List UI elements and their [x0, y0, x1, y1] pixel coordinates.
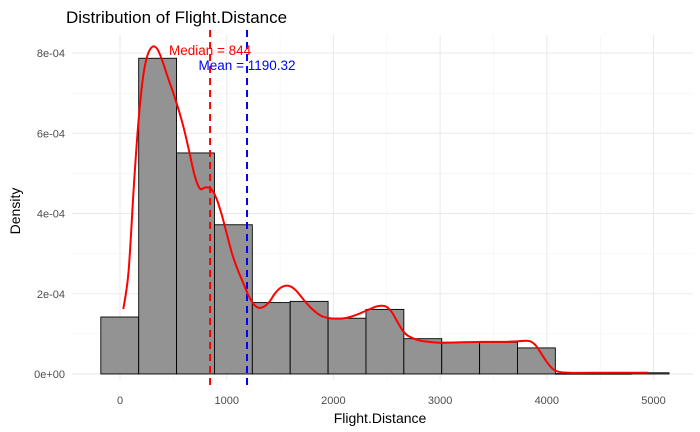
histogram-bar: [327, 317, 367, 375]
x-tick-label: 1000: [214, 395, 238, 407]
y-tick-label: 0e+00: [34, 369, 65, 381]
histogram-bar: [517, 347, 556, 375]
histogram-bar: [176, 152, 215, 375]
histogram-bar: [213, 224, 253, 375]
mean-annotation: Mean = 1190.32: [199, 58, 296, 73]
density-curve-line: [122, 45, 649, 374]
x-tick-label: 3000: [428, 395, 452, 407]
density-curve: [122, 45, 649, 374]
histogram-bars: [100, 57, 670, 375]
x-tick-label: 4000: [535, 395, 559, 407]
histogram-bar: [251, 302, 291, 375]
y-axis-title: Density: [7, 188, 23, 235]
y-tick-label: 8e-04: [37, 48, 65, 60]
y-tick-label: 2e-04: [37, 289, 65, 301]
chart-title: Distribution of Flight.Distance: [66, 8, 287, 27]
y-axis-ticks: 0e+00 2e-04 4e-04 6e-04 8e-04: [34, 48, 65, 381]
x-tick-label: 5000: [641, 395, 665, 407]
histogram-bar: [365, 308, 405, 375]
median-annotation: Median = 844: [169, 43, 252, 58]
histogram-bar: [403, 338, 443, 375]
y-tick-label: 6e-04: [37, 128, 65, 140]
x-tick-label: 2000: [321, 395, 345, 407]
histogram-bar: [441, 341, 481, 375]
histogram-bar: [100, 316, 140, 375]
y-tick-label: 4e-04: [37, 209, 65, 221]
x-tick-label: 0: [117, 395, 123, 407]
histogram-bar: [479, 341, 518, 375]
histogram-bar: [138, 57, 178, 375]
x-axis-title: Flight.Distance: [334, 410, 427, 426]
x-axis-ticks: 0 1000 2000 3000 4000 5000: [117, 395, 666, 407]
histogram-bar: [289, 300, 329, 375]
